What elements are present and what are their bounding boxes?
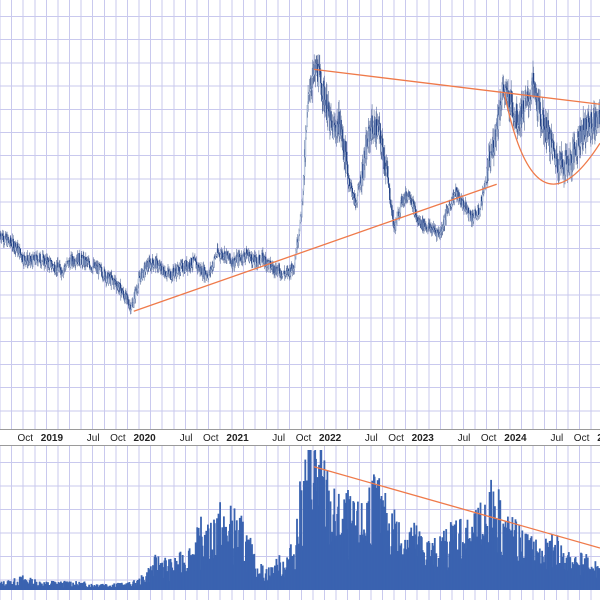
- x-tick-label: 2024: [504, 433, 527, 444]
- candle-down: [384, 156, 385, 169]
- x-tick-label: Jul: [551, 433, 564, 444]
- x-axis-tick-labels: Oct 2019 Jul Oct 2020 Jul Oct 2021 Jul Oct 2022 Jul…: [18, 433, 600, 444]
- candle-down: [20, 249, 21, 254]
- candle-up: [483, 193, 484, 194]
- x-tick-label: 2019: [41, 433, 64, 444]
- candle-down: [229, 254, 230, 260]
- candle-up: [449, 205, 450, 212]
- x-tick-label: Jul: [272, 433, 285, 444]
- candle-up: [153, 265, 154, 267]
- candle-up: [131, 305, 132, 309]
- candle-down: [152, 259, 153, 264]
- candle-down: [251, 254, 252, 258]
- candle-up: [299, 231, 300, 234]
- candle-up: [49, 261, 50, 268]
- x-tick-label: 2023: [412, 433, 435, 444]
- x-tick-label: Jul: [365, 433, 378, 444]
- x-tick-label: Oct: [574, 433, 590, 444]
- x-tick-label: Jul: [180, 433, 193, 444]
- x-tick-label: Oct: [388, 433, 404, 444]
- candle-down: [503, 85, 504, 91]
- candle-up: [479, 215, 480, 216]
- candle-up: [37, 261, 38, 263]
- candle-up: [524, 111, 525, 121]
- x-tick-label: Jul: [87, 433, 100, 444]
- x-tick-label: Oct: [18, 433, 34, 444]
- support-trendline: [134, 184, 497, 311]
- x-tick-label: Oct: [481, 433, 497, 444]
- resistance-trendline: [314, 69, 600, 104]
- x-tick-label: Oct: [203, 433, 219, 444]
- candle-down: [562, 159, 563, 167]
- x-tick-label: 2020: [134, 433, 157, 444]
- x-tick-label: 2021: [226, 433, 249, 444]
- x-tick-label: Jul: [458, 433, 471, 444]
- x-tick-label: 2022: [319, 433, 342, 444]
- candle-up: [260, 260, 261, 264]
- candle-down: [24, 256, 25, 260]
- candle-up: [305, 137, 306, 157]
- x-tick-label: Oct: [296, 433, 312, 444]
- candle-up: [294, 260, 295, 266]
- x-tick-label: Oct: [110, 433, 126, 444]
- candle-up: [145, 269, 146, 272]
